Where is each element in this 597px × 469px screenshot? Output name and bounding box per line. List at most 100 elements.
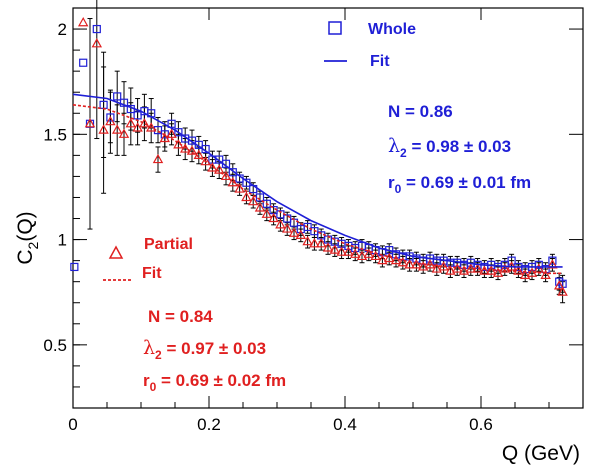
whole-data-point — [500, 260, 509, 269]
x-axis-label: Q (GeV) — [502, 442, 580, 465]
partial-data-point — [98, 124, 109, 134]
legend-partial-label: Partial — [144, 236, 193, 253]
partial-data-point — [275, 219, 286, 229]
whole-data-point — [255, 193, 265, 202]
whole-data-point — [174, 128, 183, 137]
legend-partial-fit-label: Fit — [142, 265, 162, 282]
partial-data-point — [241, 191, 252, 202]
plot-frame — [72, 7, 584, 409]
fit-curves — [72, 93, 563, 275]
whole-data-point — [310, 227, 319, 236]
whole-data-point — [106, 113, 115, 122]
partial-data-point — [268, 212, 279, 223]
partial-data-point — [445, 265, 456, 275]
partial-data-point — [370, 250, 381, 261]
partial-data-point — [261, 208, 273, 218]
x-tick-labels: 0 0.2 0.4 0.6 — [68, 415, 493, 434]
partial-data-point — [166, 128, 177, 138]
partial-data-point — [424, 259, 436, 269]
x-tick-label: 0 — [68, 415, 77, 434]
partial-data-point — [377, 254, 388, 265]
partial-data-point — [557, 286, 568, 296]
y-axis-label-main: C — [14, 249, 37, 264]
whole-r0-value: r0 = 0.69 ± 0.01 fm — [388, 173, 531, 196]
partial-r-symbol: r — [143, 371, 150, 390]
data-markers — [70, 17, 568, 296]
partial-fit-curve — [72, 104, 563, 275]
partial-data-point — [125, 118, 137, 128]
partial-data-point — [302, 235, 313, 246]
partial-data-point — [547, 259, 558, 269]
partial-data-point — [105, 115, 116, 126]
partial-data-point — [77, 17, 89, 27]
whole-data-point — [187, 136, 197, 145]
partial-data-point — [111, 124, 123, 134]
whole-r-symbol: r — [388, 173, 395, 192]
whole-data-point — [92, 24, 101, 34]
partial-data-point — [336, 246, 347, 256]
y-axis-label-sub: 2 — [25, 241, 41, 249]
partial-data-point — [356, 250, 368, 261]
whole-data-point — [70, 262, 79, 272]
partial-data-point — [553, 280, 565, 290]
whole-fit-curve — [72, 93, 563, 268]
partial-data-point — [227, 177, 239, 187]
partial-r-rest: = 0.69 ± 0.02 fm — [156, 371, 286, 390]
whole-data-point — [215, 155, 224, 164]
partial-data-point — [247, 195, 259, 206]
whole-data-point — [303, 222, 312, 232]
partial-data-point — [431, 263, 443, 273]
partial-data-point — [329, 244, 341, 254]
partial-data-point — [84, 118, 96, 128]
x-tick-label: 0.2 — [197, 415, 221, 434]
partial-lambda-sub: 2 — [155, 348, 162, 362]
x-tick-label: 0.4 — [333, 415, 357, 434]
whole-data-point — [507, 256, 516, 265]
whole-data-point — [228, 168, 237, 177]
partial-data-point — [363, 248, 375, 258]
partial-data-point — [288, 227, 300, 237]
partial-data-point — [295, 229, 307, 239]
whole-lambda-rest: = 0.98 ± 0.03 — [407, 137, 511, 156]
partial-n-value: N = 0.84 — [148, 307, 213, 326]
legend-whole: Whole Fit N = 0.86 λ2 = 0.98 ± 0.03 r0 =… — [324, 21, 531, 196]
partial-data-point — [145, 122, 157, 132]
whole-r-rest: = 0.69 ± 0.01 fm — [401, 173, 531, 192]
partial-data-point — [315, 238, 327, 248]
partial-data-point — [404, 259, 415, 269]
partial-r0-value: r0 = 0.69 ± 0.02 fm — [143, 371, 286, 394]
legend-whole-label: Whole — [368, 21, 416, 38]
whole-n-value: N = 0.86 — [388, 102, 453, 121]
axis-ticks — [72, 7, 584, 408]
partial-r-sub: 0 — [150, 380, 157, 394]
partial-lambda-value: λ2 = 0.97 ± 0.03 — [143, 337, 266, 362]
legend-partial: Partial Fit N = 0.84 λ2 = 0.97 ± 0.03 r0… — [103, 236, 286, 394]
partial-data-point — [152, 153, 164, 164]
partial-data-point — [519, 269, 531, 279]
partial-data-point — [220, 170, 232, 181]
x-tick-label: 0.6 — [469, 415, 493, 434]
partial-data-point — [91, 38, 103, 48]
whole-data-point — [167, 119, 176, 128]
partial-data-point — [397, 257, 409, 267]
partial-data-point — [343, 246, 354, 256]
legend-whole-fit-label: Fit — [370, 53, 390, 70]
y-axis-label: C2(Q) — [14, 211, 41, 264]
partial-data-point — [349, 248, 361, 258]
partial-data-point — [479, 265, 490, 275]
partial-data-point — [417, 261, 429, 271]
legend-partial-marker — [108, 245, 124, 259]
partial-data-point — [200, 155, 211, 166]
whole-data-point — [548, 256, 557, 265]
y-tick-label: 1 — [58, 231, 67, 250]
partial-data-point — [281, 223, 293, 233]
partial-data-point — [458, 265, 470, 275]
partial-lambda-rest: = 0.97 ± 0.03 — [162, 339, 266, 358]
whole-lambda-sub: 2 — [400, 146, 407, 160]
whole-data-point — [113, 92, 122, 101]
partial-data-point — [179, 143, 191, 153]
partial-data-point — [540, 269, 551, 279]
y-tick-label: 0.5 — [43, 336, 67, 355]
whole-data-point — [283, 214, 292, 223]
y-tick-label: 2 — [58, 20, 67, 39]
